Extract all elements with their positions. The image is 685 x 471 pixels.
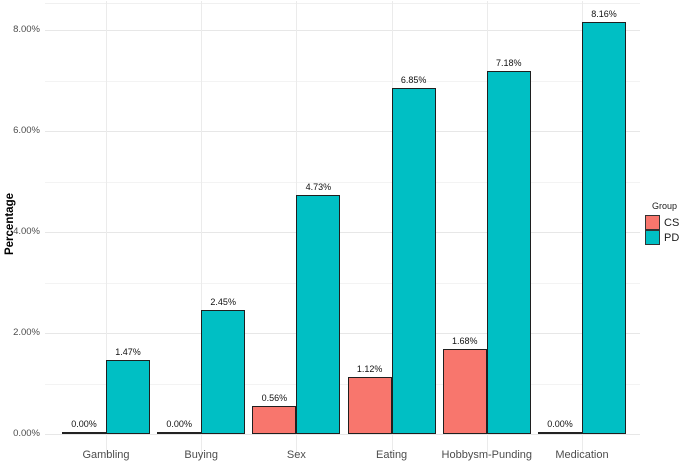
bar-cs-medication [538,432,582,434]
major-gridline [45,333,640,334]
legend-swatch-pd [645,230,660,245]
value-label-pd-medication: 8.16% [591,9,617,19]
value-label-cs-buying: 0.00% [166,419,192,429]
legend-item-cs: CS [645,215,679,230]
bar-pd-gambling [106,360,150,434]
bar-pd-buying [201,310,246,434]
y-axis-title: Percentage [4,192,16,256]
x-tick-label-gambling: Gambling [82,449,130,461]
minor-gridline [45,383,640,385]
value-label-cs-sex: 0.56% [261,393,288,403]
value-label-cs-gambling: 0.00% [71,419,97,429]
bar-cs-buying [157,432,202,434]
bar-cs-gambling [62,432,106,434]
value-label-pd-eating: 6.85% [400,75,427,85]
major-gridline [45,131,640,132]
major-gridline [45,30,640,31]
value-label-pd-sex: 4.73% [305,182,332,192]
y-tick-label-600: 6.00% [13,125,40,136]
value-label-pd-hobbysm-punding: 7.18% [496,58,522,68]
minor-gridline [45,282,640,284]
x-tick-label-buying: Buying [184,449,218,461]
bar-pd-eating [391,88,436,434]
bar-cs-sex [252,406,297,434]
category-gridline-gambling [106,1,107,455]
bar-cs-hobbysm-punding [442,349,487,434]
value-label-cs-hobbysm-punding: 1.68% [452,336,478,346]
x-tick-label-medication: Medication [555,449,609,461]
category-gridline-buying [201,1,203,455]
panel-top-gridline [45,3,640,4]
bar-cs-eating [347,377,392,434]
major-gridline [45,434,640,435]
value-label-cs-medication: 0.00% [547,419,573,429]
bar-pd-sex [296,195,341,434]
x-tick-label-sex: Sex [286,449,306,461]
value-label-pd-buying: 2.45% [210,297,236,307]
value-label-cs-eating: 1.12% [356,364,383,374]
x-tick-label-hobbysm-punding: Hobbysm-Punding [441,449,533,461]
legend-title: Group [652,201,678,211]
legend-items: CS PD [645,215,679,245]
legend-item-pd: PD [645,230,679,245]
legend: Group CS PD [645,201,679,245]
x-tick-label-eating: Eating [375,449,408,461]
value-label-pd-gambling: 1.47% [115,347,141,357]
y-tick-label-000: 0.00% [13,428,40,439]
minor-gridline [45,80,640,82]
legend-swatch-cs [645,215,660,230]
y-tick-label-800: 8.00% [13,24,40,35]
major-gridline [45,232,640,233]
minor-gridline [45,181,640,183]
y-tick-label-400: 4.00% [13,226,40,237]
y-tick-label-200: 2.00% [13,327,40,338]
legend-label-pd: PD [664,231,680,244]
bar-pd-hobbysm-punding [486,71,531,434]
bar-pd-medication [582,22,626,434]
legend-label-cs: CS [664,216,680,229]
